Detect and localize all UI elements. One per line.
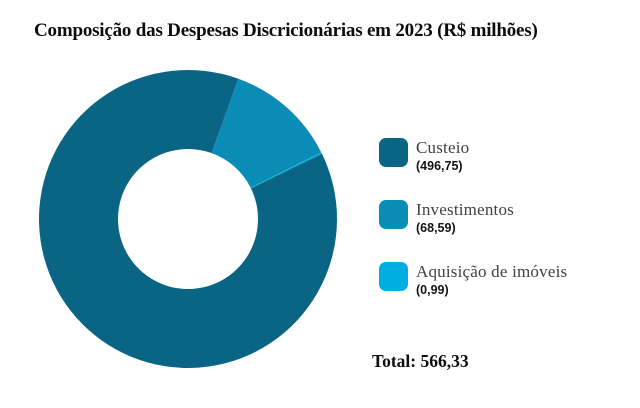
legend-swatch (379, 200, 408, 230)
legend-label: Aquisição de imóveis (416, 262, 568, 282)
legend-value: (68,59) (416, 221, 456, 236)
chart-legend: Custeio (496,75) Investimentos (68,59) Aquis… (379, 138, 567, 298)
legend-text: Custeio (496,75) (416, 138, 469, 173)
donut-slice-investimentos (211, 78, 322, 188)
legend-label: Investimentos (416, 200, 514, 220)
legend-text: Investimentos (68,59) (416, 200, 514, 235)
donut-slice-aquisi-o-de-im-veis (250, 152, 322, 189)
legend-swatch (379, 262, 408, 292)
legend-item: Investimentos (68,59) (379, 200, 567, 235)
legend-value: (0,99) (416, 283, 449, 298)
legend-label: Custeio (416, 138, 470, 157)
legend-item: Custeio (496,75) (379, 138, 567, 173)
legend-text: Aquisição de imóveis (0,99) (416, 262, 567, 297)
legend-swatch (379, 138, 408, 167)
donut-slice-custeio (38, 69, 337, 368)
donut-chart (38, 69, 337, 368)
chart-total: Total: 566,33 (372, 351, 469, 371)
legend-value: (496,75) (416, 158, 463, 173)
chart-title: Composição das Despesas Discricionárias … (34, 20, 538, 41)
donut-chart-wrapper (38, 69, 338, 369)
legend-item: Aquisição de imóveis (0,99) (379, 262, 567, 297)
